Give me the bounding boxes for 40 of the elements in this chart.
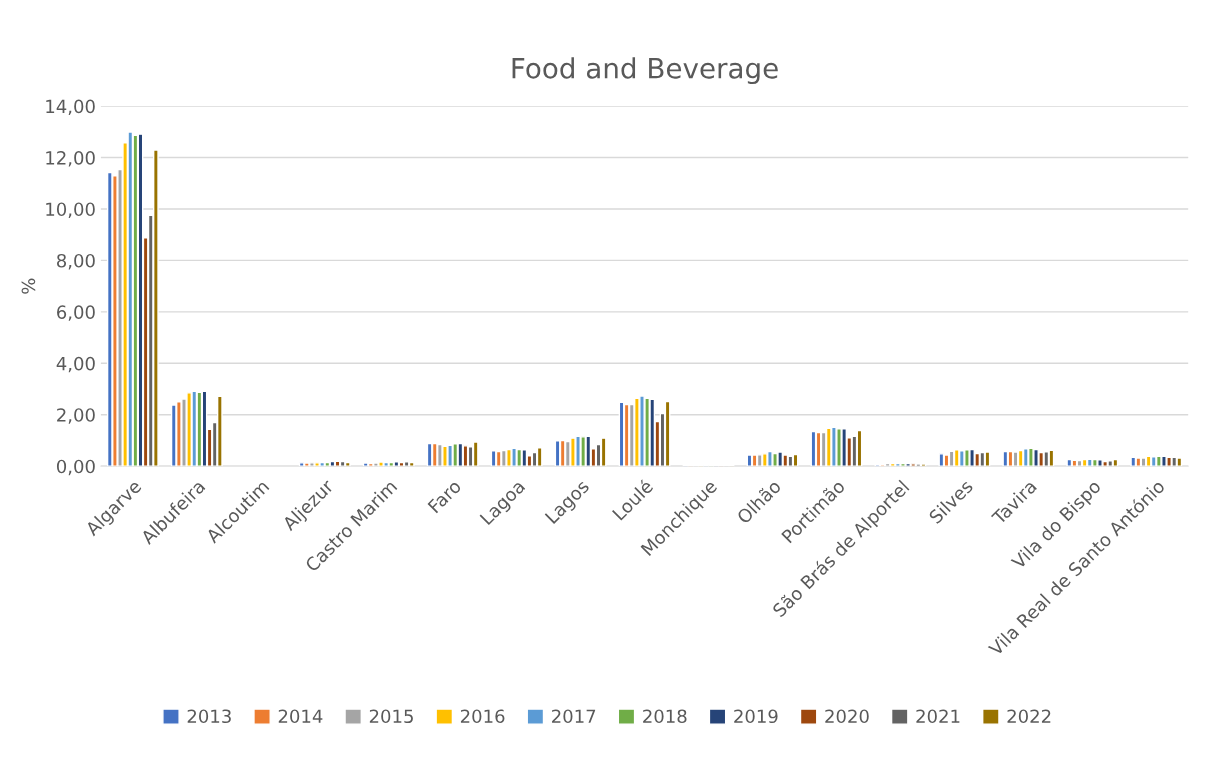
legend-label: 2015 bbox=[369, 709, 413, 724]
y-tick-label: 12,00 bbox=[46, 151, 95, 167]
bar bbox=[408, 461, 415, 467]
bar bbox=[362, 462, 369, 467]
bar bbox=[1150, 456, 1157, 467]
legend-label: 2016 bbox=[460, 709, 505, 724]
y-tick-label: 4,00 bbox=[56, 356, 95, 373]
bar bbox=[746, 454, 753, 467]
y-axis-title: % bbox=[21, 278, 36, 294]
x-tick-label: Faro bbox=[427, 479, 462, 514]
bar bbox=[938, 453, 945, 467]
legend-label: 2021 bbox=[916, 709, 960, 724]
y-tick-label: 8,00 bbox=[57, 253, 95, 270]
y-tick-label: 10,00 bbox=[46, 202, 95, 218]
bar bbox=[1002, 450, 1009, 467]
legend-label: 2018 bbox=[643, 709, 687, 724]
bar bbox=[751, 454, 758, 467]
y-tick-label: 6,00 bbox=[57, 305, 95, 321]
bar bbox=[1012, 451, 1019, 467]
y-tick-label: 0,00 bbox=[56, 459, 95, 476]
y-tick-label: 14,00 bbox=[46, 99, 95, 116]
y-tick-label: 2,00 bbox=[57, 408, 95, 424]
legend-label: 2020 bbox=[825, 709, 869, 724]
legend-label: 2014 bbox=[278, 709, 323, 724]
bar bbox=[344, 461, 351, 467]
bar bbox=[1066, 458, 1073, 467]
bar bbox=[152, 149, 159, 467]
legend-label: 2017 bbox=[552, 709, 596, 724]
bar bbox=[536, 447, 543, 467]
bar bbox=[1130, 456, 1137, 467]
bar bbox=[216, 395, 223, 467]
bar bbox=[756, 454, 763, 467]
chart-title: Food and Beverage bbox=[512, 57, 778, 85]
legend-label: 2013 bbox=[187, 709, 231, 724]
bar bbox=[298, 462, 305, 467]
bar bbox=[1140, 457, 1147, 467]
legend-label: 2022 bbox=[1007, 709, 1051, 724]
legend-label: 2019 bbox=[734, 709, 778, 724]
bar bbox=[472, 441, 479, 467]
bar bbox=[303, 462, 310, 467]
